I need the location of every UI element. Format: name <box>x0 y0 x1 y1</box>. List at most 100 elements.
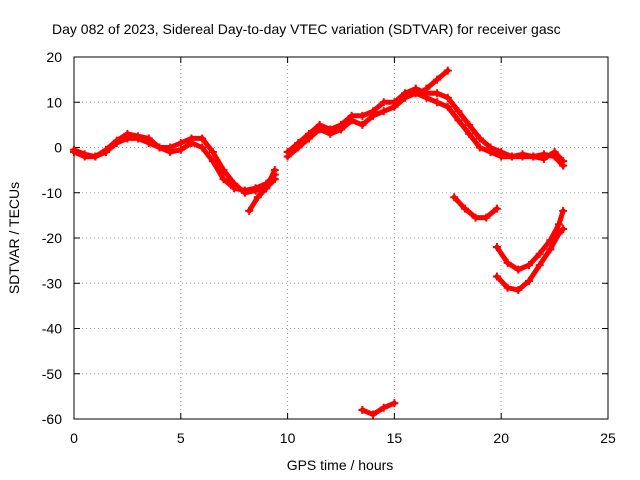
data-point <box>166 143 175 152</box>
data-point <box>460 204 469 213</box>
data-point <box>390 98 399 107</box>
data-point <box>497 148 506 157</box>
data-point <box>475 134 484 143</box>
data-point <box>304 129 313 138</box>
series-arc-8 <box>494 208 566 273</box>
data-point <box>554 220 563 229</box>
data-point <box>454 107 463 116</box>
data-point <box>123 129 132 138</box>
data-point <box>198 134 207 143</box>
data-point <box>482 213 491 222</box>
data-point <box>514 286 523 295</box>
data-point <box>283 148 292 157</box>
data-point <box>369 410 378 419</box>
data-point <box>514 265 523 274</box>
data-point <box>503 283 512 292</box>
data-point <box>546 245 555 254</box>
data-point <box>337 120 345 129</box>
data-point <box>507 152 516 161</box>
data-point <box>559 206 568 215</box>
data-point <box>245 206 254 215</box>
data-point <box>539 154 548 163</box>
y-tick-label: -30 <box>42 275 62 291</box>
data-point <box>471 213 480 222</box>
data-point <box>112 136 121 145</box>
data-point <box>379 403 388 412</box>
x-tick-label: 5 <box>177 430 185 446</box>
data-point <box>176 138 185 147</box>
x-tick-label: 25 <box>600 430 616 446</box>
x-tick-label: 0 <box>70 430 78 446</box>
data-point <box>554 229 563 238</box>
data-point <box>315 120 324 129</box>
data-point <box>91 152 100 161</box>
data-point <box>294 138 303 147</box>
data-point <box>518 150 527 159</box>
data-point <box>465 120 474 129</box>
y-tick-label: 20 <box>46 49 62 65</box>
tick-layer: 0 5 10 15 20 25 -60 -50 -40 -30 -20 -10 0 10 20 <box>42 49 616 446</box>
data-point <box>253 193 262 202</box>
data-point <box>390 399 399 408</box>
y-tick-label: 0 <box>54 140 62 156</box>
x-tick-label: 10 <box>280 430 296 446</box>
data-point <box>401 89 410 98</box>
data-point <box>524 276 533 285</box>
series-arc-3 <box>246 167 278 214</box>
data-point <box>379 98 388 107</box>
y-tick-label: -60 <box>42 411 62 427</box>
grid-layer <box>74 57 608 419</box>
data-point <box>443 102 452 111</box>
data-point <box>433 89 442 98</box>
data-point <box>347 111 356 120</box>
data-point <box>535 249 544 258</box>
data-point <box>379 107 388 116</box>
data-point <box>134 132 143 141</box>
data-point <box>187 134 196 143</box>
data-point <box>219 166 228 175</box>
data-point <box>326 125 335 134</box>
y-axis-label: SDTVAR / TECUs <box>6 182 22 294</box>
data-point <box>492 243 501 252</box>
data-point <box>443 66 452 75</box>
data-point <box>559 224 568 233</box>
data-point <box>465 129 474 138</box>
y-tick-label: -40 <box>42 321 62 337</box>
data-point <box>475 143 484 152</box>
data-point <box>369 107 378 116</box>
data-point <box>550 148 559 157</box>
data-point <box>144 134 153 143</box>
data-point <box>358 120 367 129</box>
data-point <box>443 93 452 102</box>
data-point <box>219 175 228 184</box>
data-point <box>422 84 431 93</box>
data-layer <box>70 66 568 419</box>
data-point <box>240 188 249 197</box>
data-point <box>251 186 260 195</box>
data-point <box>524 261 533 270</box>
chart-title: Day 082 of 2023, Sidereal Day-to-day VTE… <box>52 21 561 37</box>
data-point <box>503 258 512 267</box>
y-tick-label: -50 <box>42 366 62 382</box>
x-tick-label: 15 <box>387 430 403 446</box>
data-point <box>529 152 538 161</box>
data-point <box>70 145 78 154</box>
data-point <box>198 143 207 152</box>
data-point <box>270 166 279 175</box>
series-arc-2 <box>71 131 278 196</box>
data-point <box>486 143 495 152</box>
data-point <box>155 143 164 152</box>
series-arc-10 <box>359 400 397 417</box>
data-point <box>433 98 442 107</box>
data-point <box>80 150 89 159</box>
data-point <box>492 272 501 281</box>
data-point <box>208 148 217 157</box>
y-tick-label: -10 <box>42 185 62 201</box>
data-point <box>411 84 420 93</box>
data-point <box>535 261 544 270</box>
data-point <box>559 157 568 166</box>
data-point <box>450 193 459 202</box>
data-point <box>492 204 501 213</box>
